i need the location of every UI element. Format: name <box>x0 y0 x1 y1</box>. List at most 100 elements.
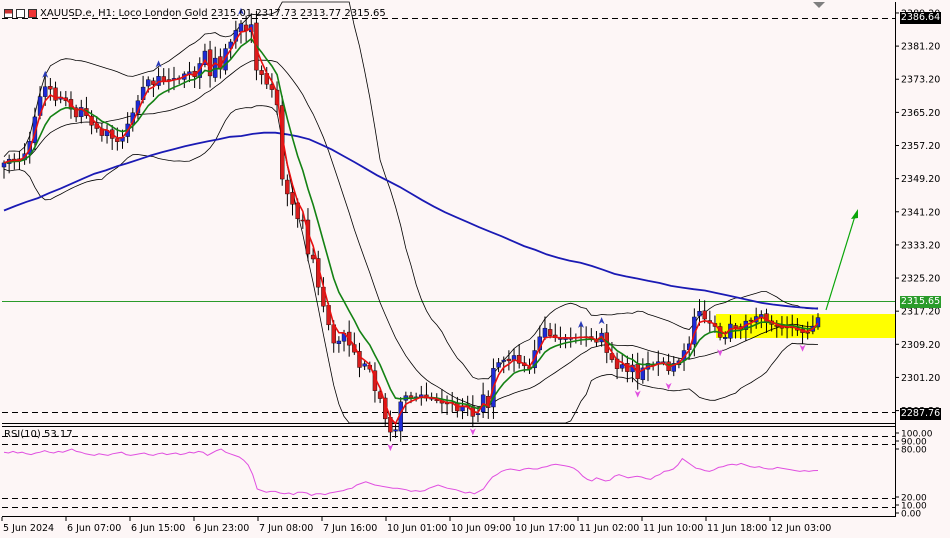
candle[interactable] <box>547 322 553 339</box>
indicator-icon[interactable] <box>28 8 37 18</box>
candle[interactable] <box>99 123 105 142</box>
candle[interactable] <box>104 124 110 144</box>
ma-slow-line <box>3 37 819 410</box>
candle[interactable] <box>259 65 264 85</box>
candle[interactable] <box>429 392 434 401</box>
candle[interactable] <box>207 40 213 88</box>
candle-body <box>475 413 481 415</box>
candle-body <box>202 50 208 65</box>
sell-signal-icon[interactable] <box>799 344 806 352</box>
candle[interactable] <box>671 356 676 377</box>
candle[interactable] <box>506 350 512 371</box>
candle[interactable] <box>553 323 558 342</box>
candle[interactable] <box>424 382 429 402</box>
candle-body <box>496 362 501 368</box>
sell-signal-icon[interactable] <box>717 349 724 357</box>
y-tick-label: 2349.20 <box>901 174 940 185</box>
candle[interactable] <box>48 77 53 101</box>
candle[interactable] <box>362 360 367 371</box>
candle-body <box>259 70 264 75</box>
candle-body <box>310 254 316 260</box>
rsi-y-tick-label: 20.00 <box>901 494 927 504</box>
candle-body <box>79 107 84 117</box>
candle[interactable] <box>393 423 398 438</box>
buy-signal-icon[interactable] <box>155 60 162 68</box>
candle[interactable] <box>233 20 239 49</box>
buy-signal-icon[interactable] <box>237 7 244 15</box>
x-tick-label: 10 Jun 09:00 <box>451 523 511 534</box>
candle[interactable] <box>403 391 409 412</box>
candle-body <box>733 325 738 328</box>
candle[interactable] <box>202 43 208 68</box>
candle[interactable] <box>192 66 197 89</box>
candle[interactable] <box>614 352 620 380</box>
candle-body <box>53 87 58 101</box>
candle[interactable] <box>161 68 166 85</box>
candle-body <box>1 162 7 168</box>
sell-signal-icon[interactable] <box>387 444 394 452</box>
candle[interactable] <box>109 124 115 150</box>
rsi-y-tick-label: 90.00 <box>901 438 927 448</box>
buy-signal-icon[interactable] <box>598 317 605 325</box>
y-tick-label: 2357.20 <box>901 141 940 152</box>
candle[interactable] <box>280 95 285 186</box>
sell-signal-icon[interactable] <box>634 390 641 398</box>
candle-body <box>805 331 810 334</box>
candle[interactable] <box>182 71 187 89</box>
chart-header: XAUUSD.e, H1: Loco London Gold 2315.01 2… <box>4 6 386 20</box>
candle[interactable] <box>516 344 522 369</box>
candle-body <box>815 317 821 328</box>
candle-body <box>48 86 53 90</box>
candle[interactable] <box>702 300 707 324</box>
candle-body <box>73 107 79 118</box>
candle[interactable] <box>84 96 89 119</box>
projection-arrow-icon[interactable] <box>825 209 858 311</box>
candle-body <box>542 327 548 338</box>
candle[interactable] <box>501 356 506 374</box>
candle[interactable] <box>156 67 161 90</box>
top-level-tag: 2386.64 <box>900 12 941 24</box>
candle[interactable] <box>187 61 192 83</box>
sell-signal-icon[interactable] <box>469 428 476 436</box>
candle[interactable] <box>372 362 378 403</box>
candle[interactable] <box>748 317 754 334</box>
window-icon[interactable] <box>16 8 25 18</box>
candle[interactable] <box>815 313 821 330</box>
candle[interactable] <box>1 160 7 179</box>
y-tick-label: 2317.20 <box>901 307 940 318</box>
x-tick-label: 5 Jun 2024 <box>3 523 54 534</box>
candle[interactable] <box>563 334 568 349</box>
candle[interactable] <box>398 397 403 442</box>
candle[interactable] <box>32 107 38 150</box>
rsi-title: RSI(10) 53.17 <box>4 429 73 440</box>
chart-type-icon[interactable] <box>4 8 13 18</box>
candle-body <box>723 337 728 339</box>
candle-body <box>393 429 398 432</box>
buy-signal-icon[interactable] <box>578 320 585 328</box>
buy-signal-icon[interactable] <box>42 70 49 78</box>
x-tick-label: 6 Jun 07:00 <box>67 523 121 534</box>
candle[interactable] <box>578 324 584 345</box>
current-price-tag: 2315.65 <box>900 296 941 308</box>
candle[interactable] <box>419 385 424 406</box>
candle[interactable] <box>120 129 125 149</box>
candle[interactable] <box>197 57 202 90</box>
candle-body <box>362 363 367 367</box>
candle[interactable] <box>542 316 548 340</box>
candle[interactable] <box>336 336 342 353</box>
candle[interactable] <box>640 358 646 384</box>
candle-body <box>640 367 646 380</box>
candle[interactable] <box>290 183 295 216</box>
candle[interactable] <box>357 342 362 378</box>
candle[interactable] <box>73 104 79 123</box>
sell-signal-icon[interactable] <box>665 382 672 390</box>
candle[interactable] <box>697 299 702 326</box>
candle[interactable] <box>53 81 58 107</box>
candle[interactable] <box>79 99 84 124</box>
candle[interactable] <box>496 357 501 373</box>
chart-shift-icon[interactable] <box>813 2 825 8</box>
x-tick-label: 6 Jun 15:00 <box>131 523 185 534</box>
candle[interactable] <box>285 174 290 207</box>
